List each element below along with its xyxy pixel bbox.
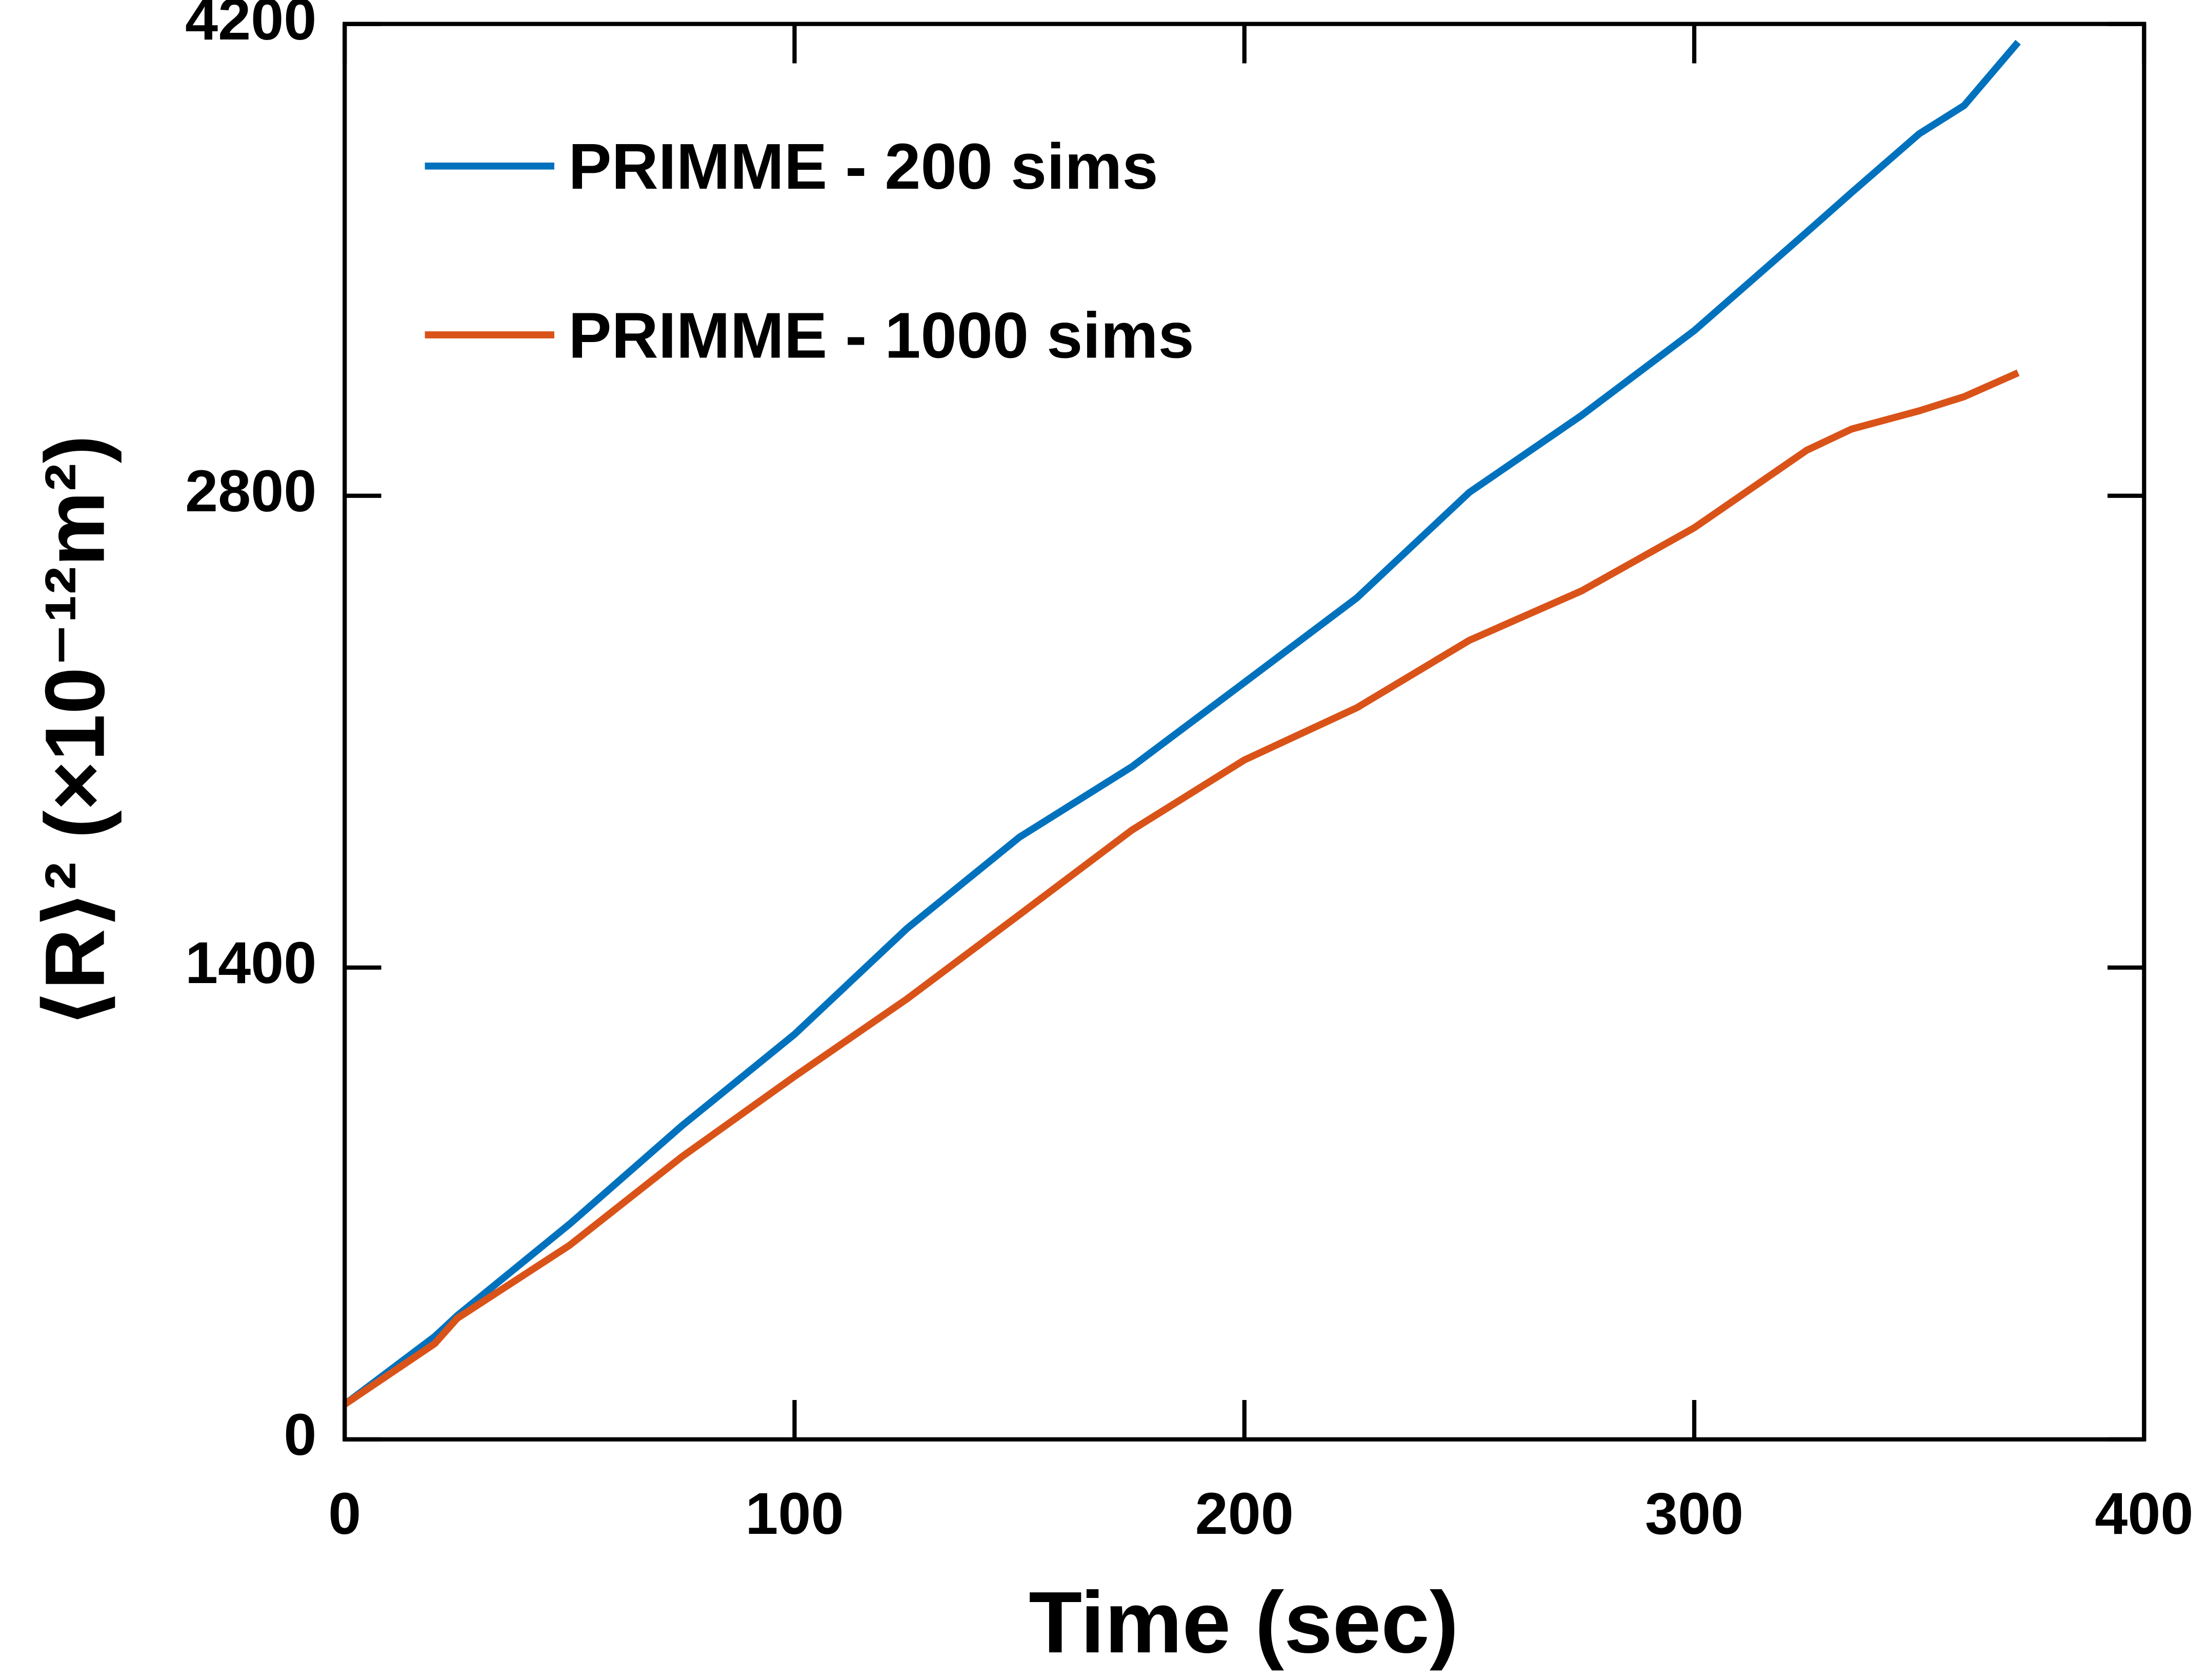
x-tick-label: 200	[1195, 1481, 1294, 1547]
series-line	[343, 369, 2020, 1408]
x-axis-label: Time (sec)	[1029, 1574, 1458, 1671]
y-tick-label: 4200	[185, 0, 316, 52]
x-tick-label: 0	[328, 1481, 361, 1547]
y-axis-label: ⟨R⟩² (×10⁻¹²m²)	[28, 435, 122, 1028]
legend-label: PRIMME - 200 sims	[568, 130, 1158, 203]
legend-label: PRIMME - 1000 sims	[568, 299, 1194, 371]
x-tick-label: 400	[2095, 1481, 2193, 1547]
y-tick-label: 0	[284, 1402, 316, 1468]
x-tick-label: 100	[745, 1481, 844, 1547]
plot-frame	[343, 22, 2147, 1442]
y-tick-label: 1400	[185, 930, 316, 996]
x-tick-label: 300	[1645, 1481, 1743, 1547]
series-line	[343, 39, 2021, 1407]
y-tick-label: 2800	[185, 458, 316, 524]
